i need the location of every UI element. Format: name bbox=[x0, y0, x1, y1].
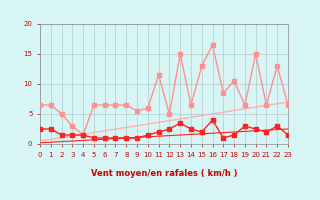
X-axis label: Vent moyen/en rafales ( km/h ): Vent moyen/en rafales ( km/h ) bbox=[91, 169, 237, 178]
